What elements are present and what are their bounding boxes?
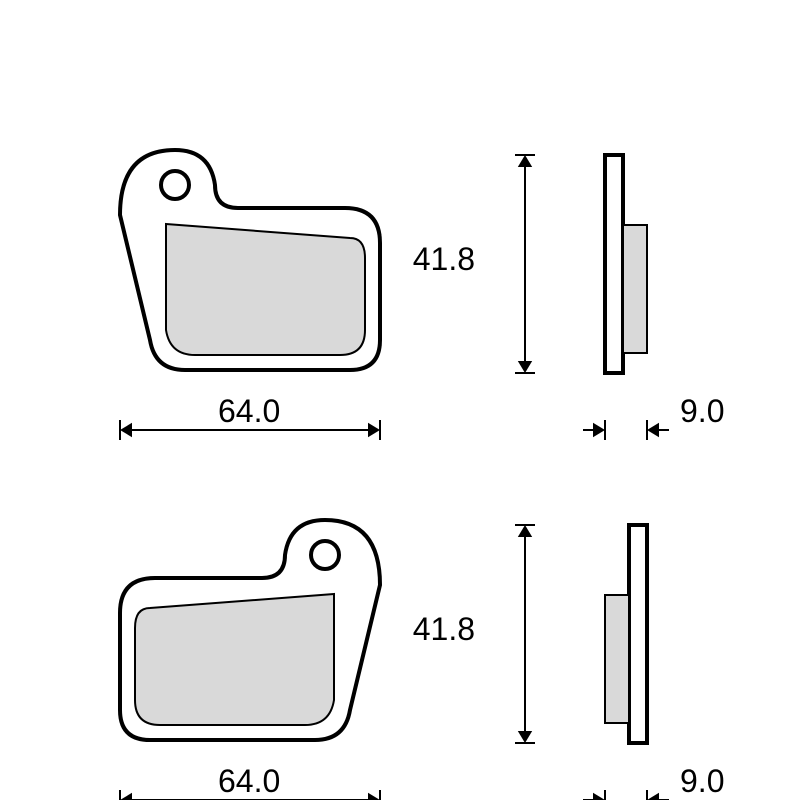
brake-pad-top-right-ring: 41.8 64.0 9.0 [120,520,724,800]
brake-pad-top-left-ring: 41.8 64.0 9.0 [120,150,724,440]
svg-text:9.0: 9.0 [680,763,724,799]
svg-text:64.0: 64.0 [218,763,280,799]
svg-text:41.8: 41.8 [413,241,475,277]
svg-text:41.8: 41.8 [413,611,475,647]
brake-pad-diagram: 41.8 64.0 9.0 41.8 64.0 9.0 [0,0,800,800]
svg-text:64.0: 64.0 [218,393,280,429]
svg-text:9.0: 9.0 [680,393,724,429]
